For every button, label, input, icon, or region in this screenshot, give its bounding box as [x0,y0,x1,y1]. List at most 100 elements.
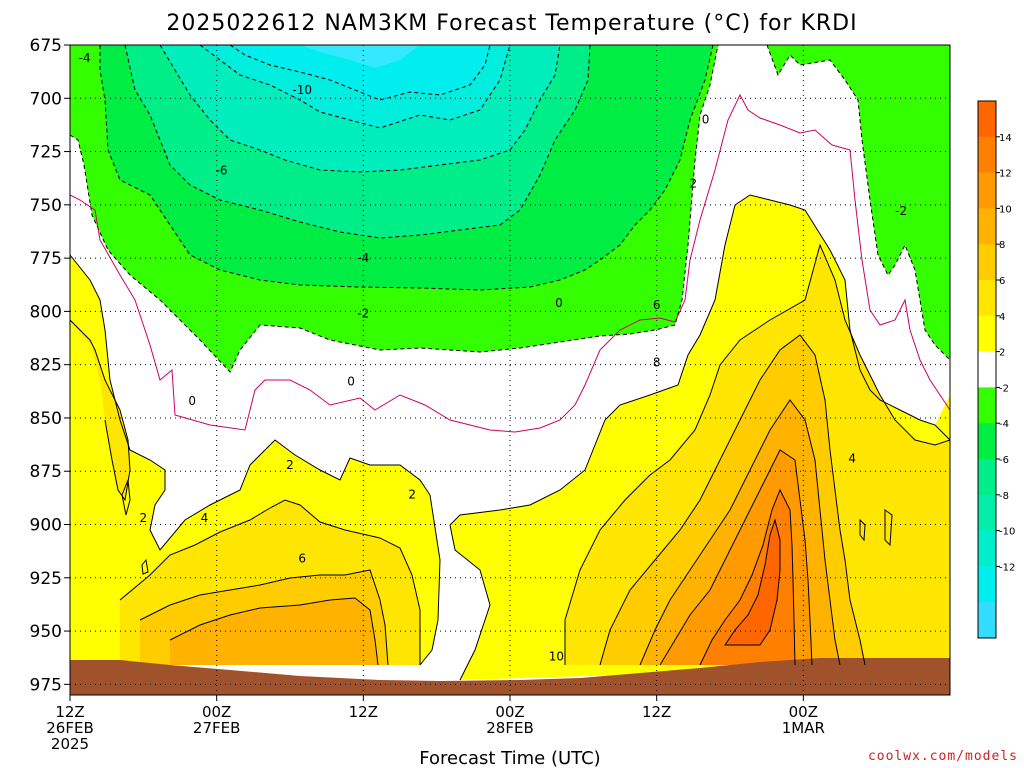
isotherm-minus-10 [199,45,511,129]
isotherm-4-left [119,499,421,665]
colorbar-swatch [978,423,996,460]
contour-label: 0 [188,394,196,408]
contour-label: -6 [216,164,228,178]
colorbar-tick-label: 6 [999,276,1005,287]
isotherm-8-left [169,597,379,666]
contour-label: 4 [201,511,209,525]
isotherm-minus-2 [70,45,719,373]
colorbar: 14 12 10 8 6 4 2 -2 -4 -6 -8 -10 -12 [977,100,1015,639]
contour-label: 2 [286,458,294,472]
colorbar-swatch [978,136,996,174]
contour-label: -4 [79,51,91,65]
y-tick-label: 900 [30,516,62,536]
colorbar-tick-label: -12 [999,562,1015,573]
colorbar-swatch [978,244,996,281]
y-tick-label: 700 [30,89,62,109]
contour-label: 8 [653,356,661,370]
isotherm-2-right [449,194,950,681]
credit-text: coolwx.com/models [868,749,1018,764]
colorbar-swatch [978,315,996,353]
isotherm-4-right [564,243,950,665]
x-tick-label: 00Z [789,703,818,721]
x-tick-label: 26FEB [46,719,93,737]
x-tick-label: 00Z [202,703,231,721]
fill-band-above-4-left [70,320,130,500]
x-tick-label: 12Z [55,703,84,721]
isotherm-small-loop-3 [859,518,866,542]
colorbar-swatch [978,459,996,496]
colorbar-swatch [978,172,996,209]
colorbar-tick-label: 14 [999,133,1012,144]
colorbar-swatch [978,530,996,567]
x-tick-label: 00Z [495,703,524,721]
colorbar-tick-label: 2 [999,348,1005,359]
isotherm-small-loop-2 [141,558,149,575]
y-tick-label: 800 [30,302,62,322]
isotherm-minus-6 [124,45,591,239]
isotherm-2-left [70,254,441,666]
contour-label: 10 [549,650,564,664]
colorbar-swatch [978,494,996,532]
isotherm-6-right [599,334,866,666]
x-tick-label: 1MAR [782,719,825,737]
y-tick-label: 875 [30,462,62,482]
isotherm-6-left [139,569,389,666]
x-tick-label: 2025 [51,735,89,753]
contour-label: -10 [292,83,312,97]
x-tick-label: 12Z [349,703,378,721]
y-tick-label: 975 [30,675,62,695]
colorbar-tick-label: -6 [999,455,1009,466]
contour-label: 2 [140,511,148,525]
isotherm-zero [70,93,950,433]
contour-label: -4 [357,251,369,265]
contour-label: -2 [895,204,907,218]
colorbar-swatch [978,387,996,424]
y-tick-label: 850 [30,409,62,429]
fill-band-upper-right-cold [767,45,950,360]
colorbar-swatch [978,208,996,245]
y-tick-label: 925 [30,569,62,589]
contour-label: -2 [357,307,369,321]
y-tick-label: 675 [30,36,62,56]
gridlines [70,45,950,695]
y-axis: 675 700 725 750 775 800 825 850 875 900 925 950 975 [30,36,70,695]
terrain-surface [70,658,950,695]
contour-label: 6 [298,552,306,566]
colorbar-swatch [978,602,996,639]
colorbar-tick-label: 4 [999,312,1005,323]
isotherm-4-left-upper [70,319,131,502]
contour-label: 2 [690,177,698,191]
fill-band-above-8-left [170,598,378,665]
isotherm-small-loop-4 [884,509,893,547]
y-tick-label: 775 [30,249,62,269]
colorbar-swatch [978,280,996,317]
isotherm-lines [70,45,950,681]
colorbar-tick-label: -2 [999,383,1009,394]
contour-label: 0 [555,296,563,310]
y-tick-label: 950 [30,622,62,642]
isotherm-minus-4 [99,45,714,291]
contour-label: 4 [848,451,856,465]
colorbar-tick-label: -4 [999,419,1009,430]
colorbar-swatch [978,351,996,388]
colorbar-swatch [978,101,996,138]
fill-band-above-14-right [725,520,780,645]
colorbar-frame [977,100,997,639]
contour-label: 0 [347,375,355,389]
colorbar-swatch [978,566,996,603]
colorbar-tick-label: 12 [999,169,1012,180]
isotherm-14-right [724,518,781,646]
isotherm-12-right [699,488,796,666]
contour-label: 0 [702,113,710,127]
isotherm-8-right [639,399,841,666]
colorbar-tick-label: 10 [999,204,1012,215]
y-tick-label: 750 [30,196,62,216]
colorbar-tick-label: -10 [999,527,1015,538]
contour-label: 6 [653,298,661,312]
fill-band-below-minus-14 [300,45,420,68]
chart-title: 2025022612 NAM3KM Forecast Temperature (… [166,11,857,36]
x-tick-label: 27FEB [193,719,240,737]
plot-area: -4 -10 -6 -4 -2 -2 0 0 0 0 2 2 2 2 4 4 6 6 8 10 [70,45,950,695]
